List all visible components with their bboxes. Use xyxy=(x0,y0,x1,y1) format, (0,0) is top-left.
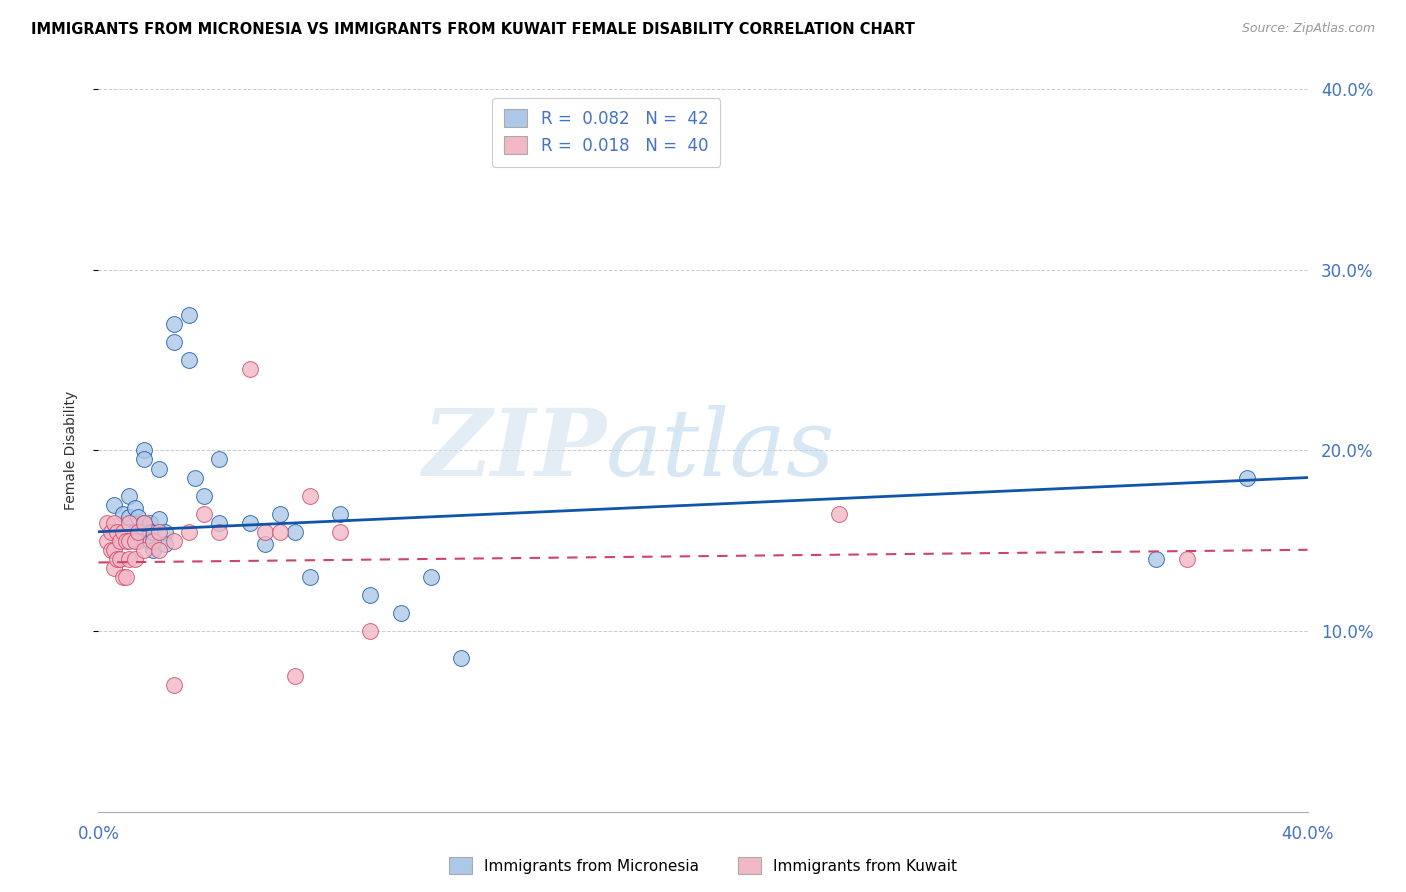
Legend: Immigrants from Micronesia, Immigrants from Kuwait: Immigrants from Micronesia, Immigrants f… xyxy=(443,851,963,880)
Point xyxy=(148,524,170,539)
Legend: R =  0.082   N =  42, R =  0.018   N =  40: R = 0.082 N = 42, R = 0.018 N = 40 xyxy=(492,97,720,167)
Point xyxy=(269,524,291,539)
Point xyxy=(239,362,262,376)
Point xyxy=(299,570,322,584)
Point xyxy=(124,501,146,516)
Point xyxy=(127,510,149,524)
Point xyxy=(253,524,276,539)
Point xyxy=(239,516,262,530)
Point xyxy=(148,461,170,475)
Point xyxy=(100,542,122,557)
Point xyxy=(132,516,155,530)
Point xyxy=(103,542,125,557)
Point xyxy=(208,516,231,530)
Point xyxy=(360,624,382,639)
Point xyxy=(118,510,141,524)
Point xyxy=(103,498,125,512)
Point xyxy=(118,551,141,566)
Point xyxy=(253,537,276,551)
Point xyxy=(148,512,170,526)
Point xyxy=(105,551,128,566)
Point xyxy=(179,308,201,322)
Point xyxy=(124,524,146,539)
Point xyxy=(828,507,851,521)
Point xyxy=(100,524,122,539)
Point xyxy=(111,524,134,539)
Point xyxy=(450,651,472,665)
Point xyxy=(111,524,134,539)
Point xyxy=(179,524,201,539)
Point xyxy=(284,669,307,683)
Point xyxy=(142,542,165,557)
Point xyxy=(132,443,155,458)
Point xyxy=(96,516,118,530)
Point xyxy=(193,489,215,503)
Point xyxy=(163,334,186,349)
Point xyxy=(163,678,186,692)
Point xyxy=(111,507,134,521)
Point xyxy=(284,524,307,539)
Text: ZIP: ZIP xyxy=(422,406,606,495)
Point xyxy=(127,533,149,548)
Point xyxy=(118,533,141,548)
Point xyxy=(132,452,155,467)
Point xyxy=(142,533,165,548)
Point xyxy=(118,524,141,539)
Point xyxy=(108,551,131,566)
Point xyxy=(420,570,443,584)
Point xyxy=(105,524,128,539)
Point xyxy=(103,561,125,575)
Text: atlas: atlas xyxy=(606,406,835,495)
Point xyxy=(142,524,165,539)
Point xyxy=(329,524,352,539)
Point xyxy=(127,524,149,539)
Point xyxy=(153,537,176,551)
Point xyxy=(184,470,207,484)
Point xyxy=(118,489,141,503)
Point xyxy=(124,551,146,566)
Point xyxy=(153,524,176,539)
Point xyxy=(148,542,170,557)
Point xyxy=(1175,551,1198,566)
Point xyxy=(208,452,231,467)
Point xyxy=(329,507,352,521)
Point xyxy=(114,533,136,548)
Point xyxy=(96,533,118,548)
Text: IMMIGRANTS FROM MICRONESIA VS IMMIGRANTS FROM KUWAIT FEMALE DISABILITY CORRELATI: IMMIGRANTS FROM MICRONESIA VS IMMIGRANTS… xyxy=(31,22,915,37)
Point xyxy=(139,533,162,548)
Point xyxy=(360,588,382,602)
Point xyxy=(139,516,162,530)
Point xyxy=(179,353,201,368)
Point xyxy=(163,533,186,548)
Point xyxy=(111,570,134,584)
Point xyxy=(269,507,291,521)
Point xyxy=(299,489,322,503)
Point xyxy=(1144,551,1167,566)
Point xyxy=(132,516,155,530)
Point xyxy=(132,542,155,557)
Point xyxy=(103,516,125,530)
Point xyxy=(1236,470,1258,484)
Point xyxy=(124,533,146,548)
Point xyxy=(114,570,136,584)
Point xyxy=(118,516,141,530)
Point xyxy=(108,533,131,548)
Point xyxy=(193,507,215,521)
Point xyxy=(208,524,231,539)
Point xyxy=(163,317,186,331)
Point xyxy=(389,606,412,620)
Point xyxy=(139,524,162,539)
Text: Source: ZipAtlas.com: Source: ZipAtlas.com xyxy=(1241,22,1375,36)
Y-axis label: Female Disability: Female Disability xyxy=(63,391,77,510)
